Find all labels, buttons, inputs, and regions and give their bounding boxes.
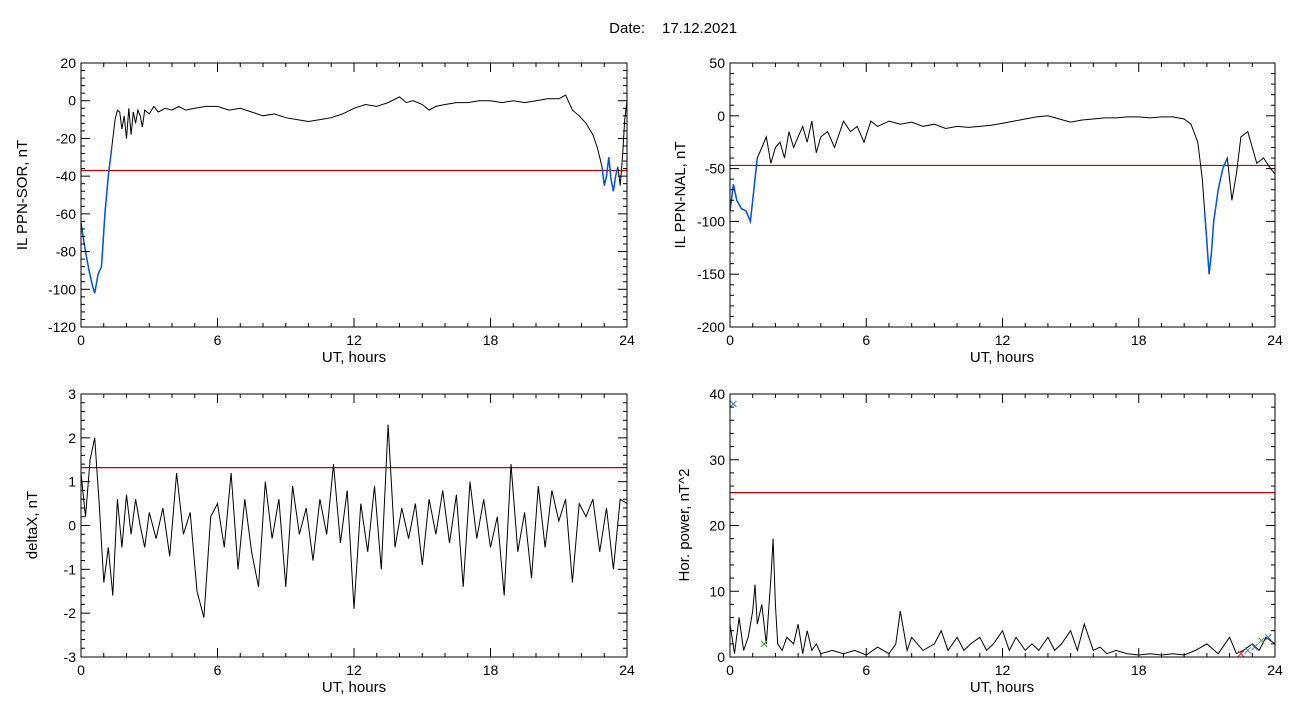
panel-power-ytick-label-0: 0 — [717, 649, 725, 665]
panel-power-xlabel: UT, hours — [970, 679, 1034, 696]
panel-deltax-ytick-label-3: 0 — [68, 518, 76, 534]
panel-power-xtick-label-4: 24 — [1267, 662, 1283, 678]
panel-deltax-ytick-label-0: -3 — [64, 649, 77, 665]
panel-power-ytick-label-1: 10 — [709, 583, 725, 599]
panel-power-marker-2 — [1237, 650, 1245, 658]
panel-nal-ytick-label-2: -100 — [697, 213, 725, 229]
panel-sor-ytick-label-3: -60 — [56, 206, 76, 222]
panel-deltax-series-line-0 — [80, 424, 628, 618]
panel-sor-ylabel: IL PPN-SOR, nT — [14, 140, 31, 250]
panel-nal: 0 6 12 18 24 -200 -150 -100 -50 0 50 UT, hours IL … — [672, 55, 1283, 366]
panel-nal-highlight-segment-1 — [1203, 157, 1228, 275]
panel-nal-ylabel: IL PPN-NAL, nT — [672, 142, 689, 249]
panel-nal-series: 0 6 12 18 24 -200 -150 -100 -50 0 50 — [697, 55, 1283, 348]
panel-nal-ytick-label-0: -200 — [697, 319, 725, 335]
panel-sor-series-line-0 — [80, 94, 628, 294]
panel-deltax-ytick-label-4: 1 — [68, 474, 76, 490]
panel-deltax-ylabel: deltaX, nT — [24, 491, 41, 559]
panel-deltax-xtick-label-4: 24 — [619, 662, 635, 678]
panel-power-ylabel: Hor. power, nT^2 — [676, 469, 693, 582]
panel-sor-ytick-label-1: -100 — [48, 281, 76, 297]
panel-deltax-xtick-label-3: 18 — [483, 662, 499, 678]
panel-deltax-ytick-label-6: 3 — [68, 386, 76, 402]
panel-power: 0 6 12 18 24 0 10 20 30 40 UT, hours Hor. power, … — [676, 386, 1283, 696]
panel-sor-xtick-label-0: 0 — [77, 332, 85, 348]
panel-nal-series-line-0 — [729, 115, 1276, 275]
panel-deltax-frame — [80, 393, 628, 658]
panel-sor-ytick-label-0: -120 — [48, 319, 76, 335]
panel-deltax-ytick-label-1: -2 — [64, 605, 77, 621]
panel-deltax-xtick-label-2: 12 — [346, 662, 362, 678]
panel-sor-xtick-label-2: 12 — [346, 332, 362, 348]
panel-nal-ytick-label-4: 0 — [717, 108, 725, 124]
panel-deltax-ytick-label-5: 2 — [68, 430, 76, 446]
panel-power-xtick-label-2: 12 — [995, 662, 1011, 678]
panel-deltax-ytick-label-2: -1 — [64, 561, 77, 577]
panel-deltax-xtick-label-1: 6 — [214, 662, 222, 678]
panel-power-marker-0 — [730, 400, 737, 408]
panel-power-marker-4 — [1251, 643, 1258, 651]
panel-sor-ytick-label-7: 20 — [60, 55, 76, 71]
date-value: 17.12.2021 — [662, 20, 737, 37]
panel-power-marker-6 — [1264, 633, 1272, 641]
panel-sor-ytick-label-6: 0 — [68, 93, 76, 109]
panel-nal-xtick-label-4: 24 — [1267, 332, 1283, 348]
panel-nal-xlabel: UT, hours — [970, 349, 1034, 366]
panel-nal-highlight-segment-0 — [729, 157, 759, 225]
panel-nal-xtick-label-2: 12 — [995, 332, 1011, 348]
panel-power-ytick-label-4: 40 — [709, 386, 725, 402]
panel-power-marker-5 — [1258, 637, 1265, 644]
panel-power-ytick-label-3: 30 — [709, 452, 725, 468]
panel-sor-xtick-label-1: 6 — [214, 332, 222, 348]
panel-power-xtick-label-0: 0 — [726, 662, 734, 678]
panel-nal-frame — [729, 62, 1276, 328]
panel-nal-ytick-label-5: 50 — [709, 55, 725, 71]
panel-nal-ytick-label-3: -50 — [705, 161, 725, 177]
panel-deltax-xlabel: UT, hours — [322, 679, 386, 696]
panel-nal-xtick-label-1: 6 — [862, 332, 870, 348]
panel-nal-ytick-label-1: -150 — [697, 266, 725, 282]
panel-sor-xlabel: UT, hours — [322, 349, 386, 366]
panel-nal-xtick-label-0: 0 — [726, 332, 734, 348]
date-label: Date: — [609, 20, 645, 37]
panel-sor-series: 0 6 12 18 24 -120 -100 -80 -60 -40 -20 0 20 — [48, 55, 635, 348]
panel-power-series: 0 6 12 18 24 0 10 20 30 40 — [709, 386, 1283, 678]
panel-sor-ytick-label-2: -80 — [56, 244, 76, 260]
panel-sor-xtick-label-3: 18 — [483, 332, 499, 348]
panel-sor-ytick-label-5: -20 — [56, 130, 76, 146]
panel-power-ytick-label-2: 20 — [709, 518, 725, 534]
panel-power-marker-3 — [1244, 647, 1252, 654]
panel-deltax-xtick-label-0: 0 — [77, 662, 85, 678]
panel-sor-frame — [80, 62, 628, 328]
panel-power-marker-1 — [760, 640, 768, 648]
panel-sor-highlight-segment-1 — [601, 157, 619, 192]
panel-power-xtick-label-3: 18 — [1131, 662, 1147, 678]
panel-sor-xtick-label-4: 24 — [619, 332, 635, 348]
panel-sor-highlight-segment-0 — [80, 147, 113, 294]
panel-power-frame — [729, 393, 1276, 658]
panel-sor: 0 6 12 18 24 -120 -100 -80 -60 -40 -20 0 20 UT, hour… — [14, 55, 635, 366]
panel-power-xtick-label-1: 6 — [862, 662, 870, 678]
panel-sor-ytick-label-4: -40 — [56, 168, 76, 184]
panel-power-series-line-0 — [729, 538, 1276, 656]
panel-nal-xtick-label-3: 18 — [1131, 332, 1147, 348]
